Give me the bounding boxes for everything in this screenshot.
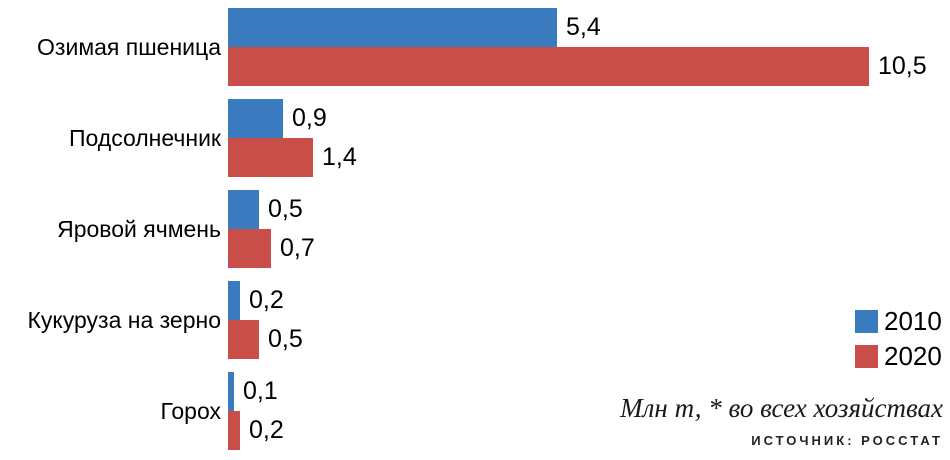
value-label-2010: 0,9 bbox=[292, 104, 327, 132]
legend-label-2020: 2020 bbox=[884, 341, 942, 371]
legend: 2010 2020 bbox=[855, 308, 942, 369]
bar-pair: 0,9 1,4 bbox=[228, 99, 357, 177]
bar-line-2020: 0,2 bbox=[228, 411, 284, 450]
value-label-2020: 0,7 bbox=[280, 234, 315, 262]
value-label-2020: 10,5 bbox=[878, 52, 927, 80]
bar-line-2010: 5,4 bbox=[228, 8, 927, 47]
bar-group: Горох 0,1 0,2 bbox=[0, 372, 927, 450]
bar-line-2010: 0,2 bbox=[228, 281, 303, 320]
value-label-2020: 0,5 bbox=[268, 325, 303, 353]
bar-line-2020: 10,5 bbox=[228, 47, 927, 86]
value-label-2010: 0,1 bbox=[243, 377, 278, 405]
bar-2010 bbox=[228, 8, 557, 47]
bar-2010 bbox=[228, 281, 240, 320]
bar-pair: 0,5 0,7 bbox=[228, 190, 315, 268]
bar-line-2010: 0,1 bbox=[228, 372, 284, 411]
bar-2010 bbox=[228, 190, 259, 229]
category-label: Кукуруза на зерно bbox=[27, 306, 221, 333]
bar-2020 bbox=[228, 138, 313, 177]
category-label: Яровой ячмень bbox=[57, 215, 221, 242]
value-label-2010: 5,4 bbox=[566, 13, 601, 41]
bar-2020 bbox=[228, 320, 259, 359]
bar-group: Яровой ячмень 0,5 0,7 bbox=[0, 190, 927, 268]
category-label: Озимая пшеница bbox=[37, 33, 221, 60]
source-credit: ИСТОЧНИК: РОССТАТ bbox=[751, 433, 943, 448]
bar-group: Озимая пшеница 5,4 10,5 bbox=[0, 8, 927, 86]
value-label-2020: 0,2 bbox=[249, 416, 284, 444]
bar-group: Подсолнечник 0,9 1,4 bbox=[0, 99, 927, 177]
legend-item-2020: 2020 bbox=[855, 343, 942, 369]
value-label-2010: 0,5 bbox=[268, 195, 303, 223]
bar-2020 bbox=[228, 229, 271, 268]
bar-2020 bbox=[228, 47, 869, 86]
category-label: Подсолнечник bbox=[68, 124, 221, 151]
bar-line-2020: 0,7 bbox=[228, 229, 315, 268]
bar-group: Кукуруза на зерно 0,2 0,5 bbox=[0, 281, 927, 359]
units-footnote: Млн т, * во всех хозяйствах bbox=[620, 393, 943, 423]
bar-line-2020: 1,4 bbox=[228, 138, 357, 177]
legend-label-2010: 2010 bbox=[884, 306, 942, 336]
bar-2010 bbox=[228, 99, 283, 138]
chart-plot-area: Озимая пшеница 5,4 10,5 Подсолнечник 0,9 1,4 Я… bbox=[0, 8, 927, 460]
bar-2010 bbox=[228, 372, 234, 411]
bar-line-2010: 0,5 bbox=[228, 190, 315, 229]
bar-2020 bbox=[228, 411, 240, 450]
bar-pair: 0,1 0,2 bbox=[228, 372, 284, 450]
bar-pair: 0,2 0,5 bbox=[228, 281, 303, 359]
value-label-2010: 0,2 bbox=[249, 286, 284, 314]
legend-item-2010: 2010 bbox=[855, 308, 942, 334]
legend-swatch-2010 bbox=[855, 309, 878, 333]
bar-line-2010: 0,9 bbox=[228, 99, 357, 138]
value-label-2020: 1,4 bbox=[322, 143, 357, 171]
legend-swatch-2020 bbox=[855, 344, 878, 368]
bar-pair: 5,4 10,5 bbox=[228, 8, 927, 86]
bar-line-2020: 0,5 bbox=[228, 320, 303, 359]
category-label: Горох bbox=[160, 397, 221, 424]
